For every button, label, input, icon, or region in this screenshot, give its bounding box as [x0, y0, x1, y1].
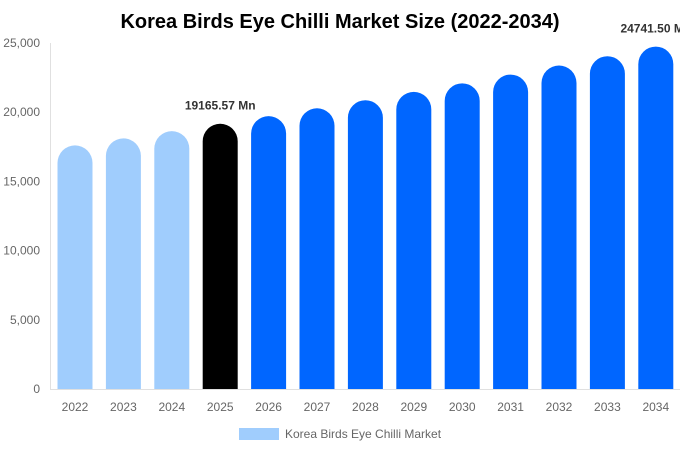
y-tick-label: 0	[33, 382, 40, 396]
y-tick-label: 10,000	[3, 244, 40, 258]
x-tick-label: 2025	[207, 400, 234, 414]
data-labels: 19165.57 Mn 24741.50 Mn	[185, 22, 680, 113]
x-tick-label: 2026	[255, 400, 282, 414]
bar-2029[interactable]	[396, 91, 432, 390]
legend-swatch	[239, 428, 279, 440]
bar-2026[interactable]	[251, 116, 287, 390]
legend[interactable]: Korea Birds Eye Chilli Market	[239, 427, 442, 441]
y-tick-label: 25,000	[3, 36, 40, 50]
legend-label: Korea Birds Eye Chilli Market	[285, 427, 442, 441]
x-tick-label: 2032	[546, 400, 573, 414]
bar-2033[interactable]	[589, 56, 625, 389]
data-label-2025: 19165.57 Mn	[185, 99, 256, 113]
y-tick-label: 5,000	[10, 313, 40, 327]
y-tick-label: 15,000	[3, 174, 40, 188]
x-tick-label: 2030	[449, 400, 476, 414]
x-tick-label: 2024	[158, 400, 185, 414]
chart-title: Korea Birds Eye Chilli Market Size (2022…	[120, 11, 559, 33]
bar-2023[interactable]	[105, 138, 141, 389]
x-tick-label: 2034	[642, 400, 669, 414]
x-tick-label: 2028	[352, 400, 379, 414]
data-label-2034: 24741.50 Mn	[620, 22, 680, 36]
bar-2024[interactable]	[154, 131, 190, 390]
bar-2027[interactable]	[299, 108, 335, 389]
bar-2025[interactable]	[202, 123, 238, 390]
bar-2030[interactable]	[444, 83, 480, 389]
x-tick-label: 2023	[110, 400, 137, 414]
x-tick-label: 2031	[497, 400, 524, 414]
y-tick-label: 20,000	[3, 105, 40, 119]
bar-2028[interactable]	[347, 100, 383, 390]
x-tick-label: 2033	[594, 400, 621, 414]
x-tick-label: 2022	[62, 400, 89, 414]
x-tick-label: 2027	[304, 400, 331, 414]
bar-2032[interactable]	[541, 65, 577, 389]
y-axis: 0 5,000 10,000 15,000 20,000 25,000	[3, 36, 40, 396]
bar-2034[interactable]	[638, 46, 674, 390]
bars	[57, 46, 674, 390]
x-axis: 2022 2023 2024 2025 2026 2027 2028 2029 2030 2031…	[62, 400, 670, 414]
x-tick-label: 2029	[400, 400, 427, 414]
bar-2022[interactable]	[57, 145, 93, 389]
bar-2031[interactable]	[493, 74, 529, 389]
